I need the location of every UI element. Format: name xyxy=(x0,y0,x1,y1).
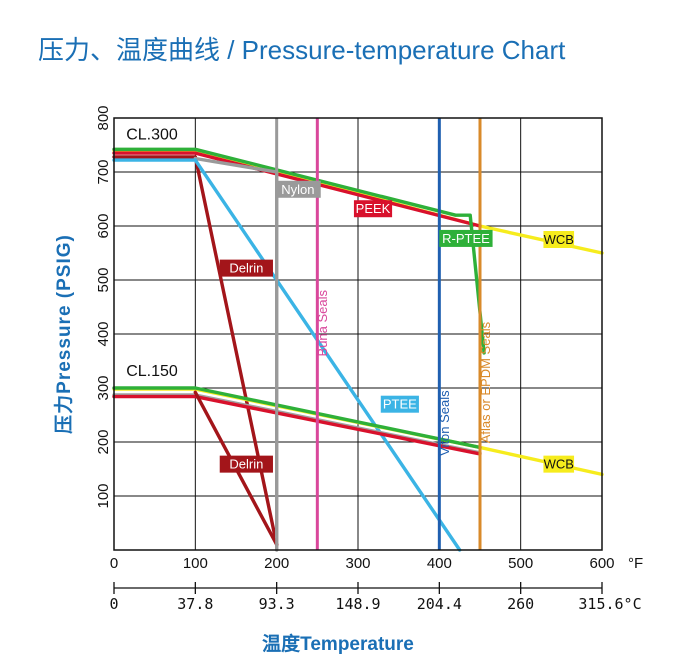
x2-tick-148.9: 148.9 xyxy=(335,595,380,613)
label-wcb: WCB xyxy=(544,457,574,472)
series-line-cl300_red-9 xyxy=(112,394,482,456)
vertical-label-aflas-or-epdm-seals: Aflas or EPDM Seals xyxy=(478,321,493,443)
label-nylon: Nylon xyxy=(281,182,314,197)
x2-tick-260: 260 xyxy=(507,595,534,613)
x-tick-500: 500 xyxy=(508,555,533,572)
label-delrin: Delrin xyxy=(229,457,263,472)
series-line-r-ptee-2 xyxy=(112,147,486,355)
label-box-wcb xyxy=(543,231,575,248)
x2-tick-315.6: 315.6°C xyxy=(578,595,641,613)
x2-tick-37.8: 37.8 xyxy=(177,595,213,613)
page-title: 压力、温度曲线 / Pressure-temperature Chart xyxy=(38,35,566,65)
y-tick-200: 200 xyxy=(95,429,112,454)
x2-tick-204.4: 204.4 xyxy=(417,595,462,613)
y-tick-400: 400 xyxy=(95,321,112,346)
label-delrin: Delrin xyxy=(229,261,263,276)
x-tick-400: 400 xyxy=(427,555,452,572)
x-tick-200: 200 xyxy=(264,555,289,572)
series-line-ptee-5 xyxy=(112,158,462,552)
label-box-nylon xyxy=(275,180,321,198)
class-label-cl-300: CL.300 xyxy=(126,127,178,144)
x-axis-title: 温度Temperature xyxy=(262,632,414,655)
class-label-cl-150: CL.150 xyxy=(126,363,178,380)
label-box-ptee xyxy=(380,395,419,413)
x-tick-600: 600 xyxy=(589,555,614,572)
x-tick-300: 300 xyxy=(345,555,370,572)
label-r-ptee: R-PTEE xyxy=(442,231,490,246)
label-ptee: PTEE xyxy=(383,397,417,412)
x-unit-label: °F xyxy=(628,555,643,572)
label-box-wcb xyxy=(543,455,575,473)
label-box-delrin xyxy=(219,455,273,473)
label-peek: PEEK xyxy=(356,201,391,216)
x2-tick-0: 0 xyxy=(109,595,118,613)
y-tick-600: 600 xyxy=(95,213,112,238)
x-tick-0: 0 xyxy=(110,555,118,572)
y-tick-700: 700 xyxy=(95,159,112,184)
label-box-delrin xyxy=(219,259,273,277)
y-tick-500: 500 xyxy=(95,267,112,292)
vertical-label-viton-seals: Viton Seals xyxy=(437,390,452,456)
label-box-peek xyxy=(353,200,393,218)
y-axis-title: 压力Pressure (PSIG) xyxy=(52,234,75,434)
y-tick-300: 300 xyxy=(95,375,112,400)
label-wcb: WCB xyxy=(544,232,574,247)
x-tick-100: 100 xyxy=(183,555,208,572)
x2-tick-93.3: 93.3 xyxy=(259,595,295,613)
y-tick-100: 100 xyxy=(95,483,112,508)
series-line-cl300_green-7 xyxy=(112,386,482,450)
y-tick-800: 800 xyxy=(95,105,112,130)
vertical-label-buna-seals: Buna Seals xyxy=(315,289,330,356)
plot-frame xyxy=(113,117,603,551)
label-box-r-ptee xyxy=(439,229,493,247)
